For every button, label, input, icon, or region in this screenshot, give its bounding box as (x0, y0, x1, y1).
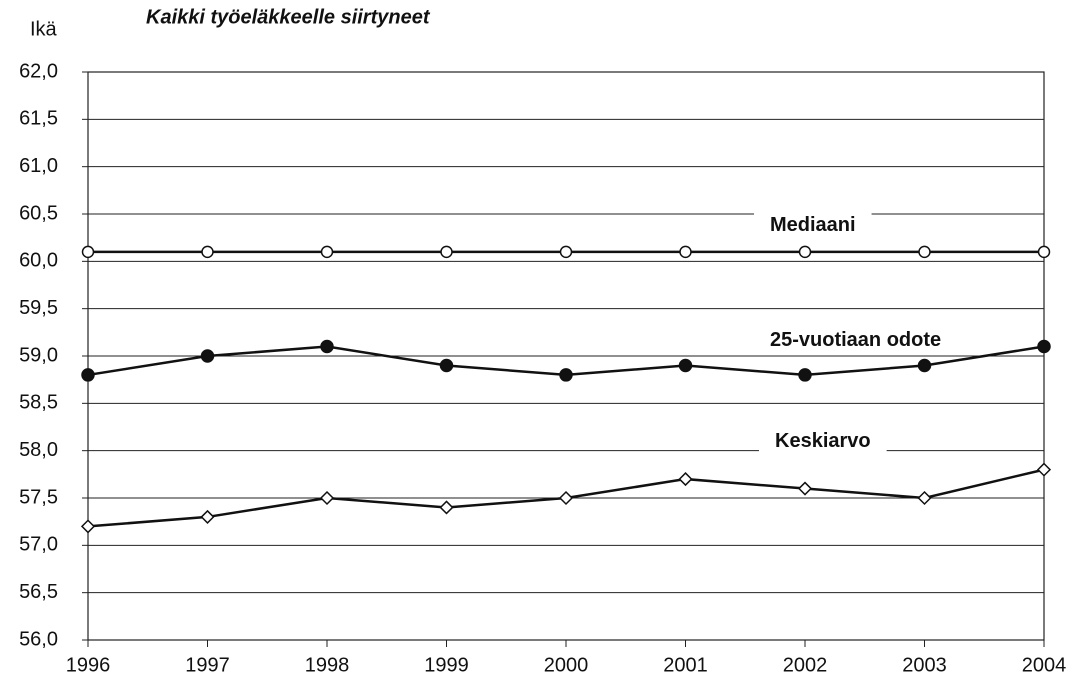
x-tick-label: 2000 (544, 654, 589, 676)
series: 25-vuotiaan odote (81, 328, 1051, 382)
point (797, 481, 813, 496)
point (80, 519, 96, 534)
point (1037, 339, 1051, 354)
point (678, 472, 693, 487)
y-tick-label: 57,5 (19, 486, 58, 508)
point (81, 368, 95, 382)
point (798, 368, 812, 382)
x-tick-label: 2003 (902, 654, 947, 676)
series-label: 25-vuotiaan odote (770, 329, 941, 351)
series-label: Mediaani (770, 214, 856, 236)
x-tick-label: 2002 (783, 654, 828, 676)
y-tick-label: 58,0 (19, 439, 58, 461)
point (798, 245, 812, 259)
point (918, 245, 931, 259)
point (679, 245, 692, 259)
point (200, 349, 215, 363)
series: Keskiarvo (80, 428, 1052, 534)
y-tick-label: 61,0 (19, 155, 58, 177)
y-tick-label: 59,5 (19, 297, 58, 319)
point (917, 358, 932, 373)
point (439, 358, 454, 373)
point (440, 245, 453, 259)
x-tick-label: 1997 (185, 654, 230, 676)
series-label-bg (754, 328, 958, 353)
point (559, 368, 573, 382)
y-axis-label: Ikä (30, 18, 58, 40)
point (1037, 245, 1051, 259)
x-tick-label: 2004 (1022, 654, 1067, 676)
point (678, 358, 693, 373)
series: Mediaani (81, 213, 1051, 259)
point (320, 339, 334, 354)
point (439, 500, 454, 515)
x-tick-label: 1999 (424, 654, 469, 676)
point (917, 490, 932, 506)
y-tick-label: 56,5 (19, 581, 58, 603)
y-tick-label: 58,5 (19, 392, 58, 414)
x-tick-label: 2001 (663, 654, 708, 676)
y-tick-label: 57,0 (19, 534, 58, 556)
x-tick-label: 1996 (66, 654, 111, 676)
point (1036, 462, 1052, 477)
y-tick-label: 60,0 (19, 250, 58, 272)
point (319, 490, 335, 506)
chart-title: Kaikki työeläkkeelle siirtyneet (146, 6, 431, 28)
point (558, 490, 574, 506)
point (201, 245, 214, 259)
series-label: Keskiarvo (775, 430, 871, 452)
y-tick-label: 61,5 (19, 108, 58, 130)
x-tick-label: 1998 (305, 654, 350, 676)
y-tick-label: 56,0 (19, 628, 58, 650)
y-tick-label: 62,0 (19, 60, 58, 82)
point (200, 509, 215, 524)
series-label-bg (754, 213, 872, 238)
point (320, 245, 334, 259)
point (559, 245, 573, 259)
series-label-bg (759, 428, 887, 453)
y-tick-label: 60,5 (19, 202, 58, 224)
point (81, 245, 95, 259)
y-tick-label: 59,0 (19, 344, 58, 366)
